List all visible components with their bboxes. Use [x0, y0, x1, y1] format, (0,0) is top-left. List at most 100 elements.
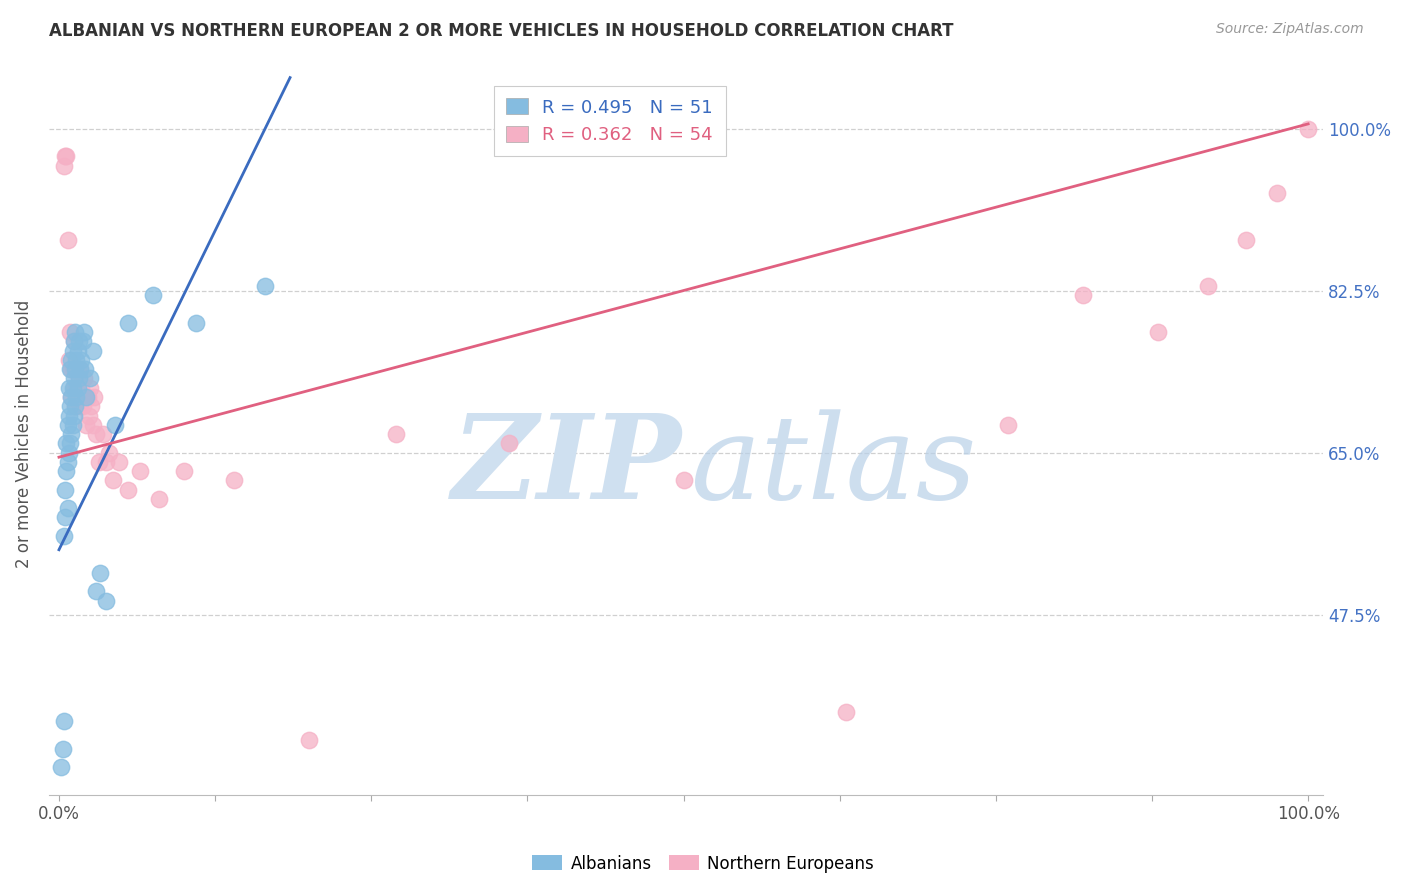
- Point: [89, 566, 111, 580]
- Point: [80, 399, 103, 413]
- Point: [86, 584, 108, 599]
- Text: atlas: atlas: [690, 409, 976, 524]
- Point: [835, 705, 858, 719]
- Text: ZIP: ZIP: [453, 409, 682, 524]
- Point: [86, 427, 108, 442]
- Point: [70, 381, 93, 395]
- Point: [1147, 325, 1170, 339]
- Point: [52, 714, 75, 728]
- Point: [58, 409, 80, 423]
- Point: [79, 381, 101, 395]
- Point: [997, 417, 1019, 432]
- Point: [62, 343, 84, 358]
- Point: [173, 464, 195, 478]
- Point: [1265, 186, 1288, 201]
- Point: [52, 529, 75, 543]
- Point: [60, 362, 83, 376]
- Point: [55, 436, 77, 450]
- Point: [75, 417, 97, 432]
- Point: [77, 409, 100, 423]
- Point: [63, 409, 86, 423]
- Point: [96, 455, 118, 469]
- Point: [60, 353, 83, 368]
- Point: [63, 399, 86, 413]
- Point: [66, 390, 89, 404]
- Point: [53, 149, 76, 163]
- Point: [52, 741, 75, 756]
- Point: [672, 473, 695, 487]
- Point: [65, 353, 87, 368]
- Point: [52, 159, 75, 173]
- Point: [67, 371, 90, 385]
- Point: [69, 362, 91, 376]
- Point: [51, 760, 73, 774]
- Point: [62, 362, 84, 376]
- Legend: Albanians, Northern Europeans: Albanians, Northern Europeans: [526, 848, 880, 880]
- Point: [83, 390, 105, 404]
- Point: [117, 316, 139, 330]
- Point: [91, 427, 114, 442]
- Point: [75, 362, 97, 376]
- Point: [142, 288, 165, 302]
- Point: [66, 362, 89, 376]
- Point: [82, 417, 104, 432]
- Point: [56, 501, 79, 516]
- Point: [56, 417, 79, 432]
- Point: [66, 343, 89, 358]
- Point: [108, 455, 131, 469]
- Point: [117, 483, 139, 497]
- Point: [76, 390, 98, 404]
- Point: [82, 343, 104, 358]
- Point: [62, 381, 84, 395]
- Point: [72, 399, 94, 413]
- Point: [66, 381, 89, 395]
- Point: [70, 353, 93, 368]
- Point: [59, 325, 82, 339]
- Point: [69, 399, 91, 413]
- Point: [87, 455, 110, 469]
- Point: [65, 390, 87, 404]
- Point: [63, 371, 86, 385]
- Point: [63, 381, 86, 395]
- Point: [69, 362, 91, 376]
- Text: ALBANIAN VS NORTHERN EUROPEAN 2 OR MORE VEHICLES IN HOUSEHOLD CORRELATION CHART: ALBANIAN VS NORTHERN EUROPEAN 2 OR MORE …: [49, 22, 953, 40]
- Point: [63, 362, 86, 376]
- Point: [75, 390, 97, 404]
- Text: Source: ZipAtlas.com: Source: ZipAtlas.com: [1216, 22, 1364, 37]
- Point: [53, 510, 76, 524]
- Point: [1071, 288, 1094, 302]
- Point: [96, 593, 118, 607]
- Y-axis label: 2 or more Vehicles in Household: 2 or more Vehicles in Household: [15, 300, 32, 568]
- Point: [63, 362, 86, 376]
- Point: [148, 491, 170, 506]
- Point: [63, 325, 86, 339]
- Point: [1234, 233, 1257, 247]
- Point: [53, 483, 76, 497]
- Point: [73, 371, 96, 385]
- Point: [60, 390, 83, 404]
- Point: [65, 381, 87, 395]
- Point: [59, 436, 82, 450]
- Point: [67, 334, 90, 349]
- Point: [56, 455, 79, 469]
- Point: [67, 371, 90, 385]
- Point: [60, 390, 83, 404]
- Point: [254, 279, 277, 293]
- Point: [186, 316, 208, 330]
- Point: [59, 399, 82, 413]
- Point: [58, 445, 80, 459]
- Point: [385, 427, 408, 442]
- Point: [72, 334, 94, 349]
- Point: [63, 334, 86, 349]
- Point: [62, 417, 84, 432]
- Point: [129, 464, 152, 478]
- Point: [104, 417, 127, 432]
- Point: [79, 371, 101, 385]
- Point: [75, 390, 97, 404]
- Point: [298, 732, 321, 747]
- Point: [101, 473, 124, 487]
- Point: [60, 427, 83, 442]
- Point: [55, 464, 77, 478]
- Point: [222, 473, 245, 487]
- Point: [63, 399, 86, 413]
